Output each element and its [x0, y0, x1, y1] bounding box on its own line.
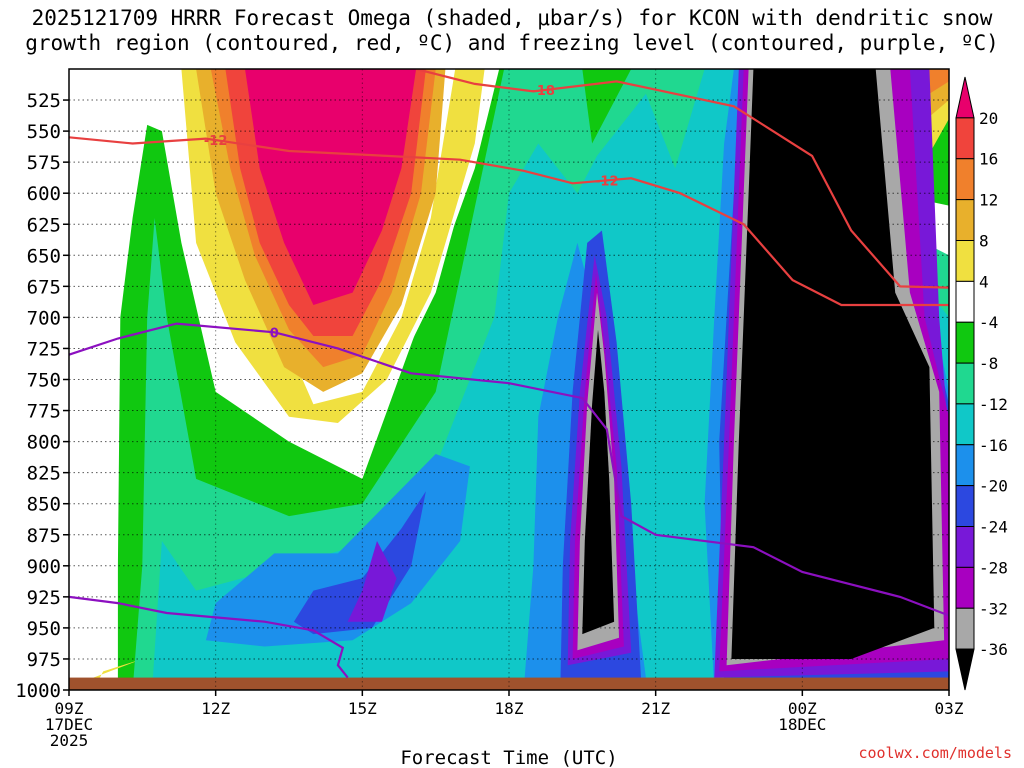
y-tick-label: 850 [27, 494, 61, 516]
y-tick-label: 750 [27, 370, 61, 392]
colorbar-label: 4 [979, 272, 989, 291]
colorbar-swatch [955, 566, 975, 609]
y-tick-label: 875 [27, 525, 61, 547]
contour--12 [69, 136, 949, 307]
colorbar-label: -8 [979, 354, 998, 373]
colorbar-label: 12 [979, 191, 998, 210]
y-tick-label: 825 [27, 463, 61, 485]
colorbar-swatch [955, 158, 975, 201]
field-p20 [245, 69, 417, 305]
colorbar-label: -32 [979, 599, 1008, 618]
y-tick-label: 975 [27, 649, 61, 671]
contour-0 [69, 595, 349, 679]
y-tick-label: 1000 [15, 680, 61, 702]
ground-surface [69, 677, 949, 690]
contour-label: -12 [595, 174, 619, 189]
colorbar-swatch [955, 526, 975, 568]
colorbar-swatch [955, 362, 975, 405]
x-tick-label: 18DEC [778, 715, 826, 734]
y-tick-label: 900 [27, 556, 61, 578]
y-tick-label: 575 [27, 152, 61, 174]
colorbar-swatch [955, 321, 975, 364]
x-tick-label: 15Z [348, 699, 377, 718]
colorbar-swatch [955, 239, 975, 282]
chart-title: 2025121709 HRRR Forecast Omega (shaded, … [0, 6, 1024, 56]
contour--18 [415, 69, 949, 289]
colorbar-swatch [955, 607, 975, 650]
x-tick-label: 18Z [495, 699, 524, 718]
colorbar-label: -12 [979, 395, 1008, 414]
contour-0 [69, 322, 949, 617]
x-tick-label: 2025 [50, 731, 89, 750]
field-blue-lower [205, 454, 470, 647]
colorbar-swatch [955, 280, 975, 323]
axes: 525 550 575 600 625 650 675 700 725 750 775 800 825 8… [15, 90, 964, 750]
contour-lines: -18 -12 -12 0 [69, 69, 949, 679]
y-tick-label: 725 [27, 338, 61, 360]
colorbar-label: -24 [979, 518, 1008, 537]
colorbar-label: -4 [979, 313, 998, 332]
y-tick-label: 525 [27, 90, 61, 112]
x-tick-label: 03Z [935, 699, 964, 718]
x-tick-label: 12Z [201, 699, 230, 718]
x-tick-label: 00Z [788, 699, 817, 718]
colorbar-label: 16 [979, 150, 998, 169]
y-tick-label: 550 [27, 121, 61, 143]
y-tick-label: 625 [27, 214, 61, 236]
colorbar-swatch [955, 199, 975, 241]
y-tick-label: 600 [27, 183, 61, 205]
colorbar-label: 20 [979, 109, 998, 128]
colorbar-label: 8 [979, 231, 989, 250]
colorbar-label: -28 [979, 558, 1008, 577]
colorbar-swatch [955, 76, 975, 119]
y-tick-label: 925 [27, 587, 61, 609]
credit-link[interactable]: coolwx.com/models [858, 744, 1012, 762]
field-main-black [731, 69, 935, 659]
field-b24-lower [293, 491, 426, 635]
colorbar-label: -36 [979, 640, 1008, 659]
field-v28-lower [347, 541, 397, 622]
contour-label: 0 [270, 326, 279, 341]
title-line-2: growth region (contoured, red, ºC) and f… [25, 31, 999, 55]
field-col-black [582, 329, 615, 635]
y-tick-label: 700 [27, 307, 61, 329]
y-tick-label: 650 [27, 245, 61, 267]
x-tick-label: 21Z [641, 699, 670, 718]
colorbar-swatch [955, 648, 975, 691]
y-tick-label: 675 [27, 276, 61, 298]
x-tick-label: 17DEC [45, 715, 93, 734]
colorbar-label: -16 [979, 436, 1008, 455]
colorbar-swatch [955, 444, 975, 487]
y-tick-label: 775 [27, 401, 61, 423]
field-p4 [181, 69, 485, 423]
title-line-1: 2025121709 HRRR Forecast Omega (shaded, … [31, 6, 993, 30]
x-tick-label: 09Z [55, 699, 84, 718]
contour-label: -12 [204, 134, 228, 149]
colorbar-label: -20 [979, 477, 1008, 496]
colorbar-swatch [955, 403, 975, 446]
y-tick-label: 950 [27, 618, 61, 640]
x-axis-label: Forecast Time (UTC) [400, 747, 617, 768]
colorbar-swatch [955, 485, 975, 528]
colorbar-swatch [955, 117, 975, 160]
y-tick-label: 800 [27, 432, 61, 454]
contour-label: -18 [531, 84, 555, 99]
colorbar: 20 16 12 8 4 -4 -8 -12 -16 -20 -24 -28 -32 -36 [955, 76, 1008, 691]
